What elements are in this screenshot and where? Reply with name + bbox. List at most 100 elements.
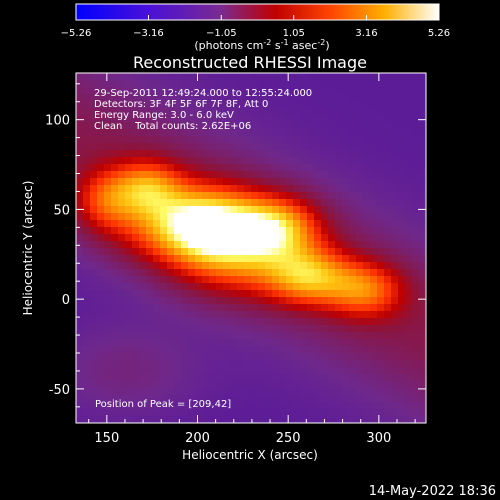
heatmap xyxy=(76,73,426,423)
heatmap-cell xyxy=(286,108,294,116)
heatmap-cell xyxy=(412,115,420,123)
heatmap-cell xyxy=(83,318,91,326)
heatmap-cell xyxy=(384,290,392,298)
heatmap-cell xyxy=(272,234,280,242)
heatmap-cell xyxy=(300,318,308,326)
heatmap-cell xyxy=(286,374,294,382)
y-tick-label: -50 xyxy=(49,383,70,398)
heatmap-cell xyxy=(398,402,406,410)
heatmap-cell xyxy=(216,269,224,277)
heatmap-cell xyxy=(97,367,105,375)
heatmap-cell xyxy=(419,157,426,165)
heatmap-cell xyxy=(398,171,406,179)
heatmap-cell xyxy=(181,353,189,361)
heatmap-cell xyxy=(335,416,343,423)
heatmap-cell xyxy=(237,409,245,417)
heatmap-cell xyxy=(251,171,259,179)
heatmap-cell xyxy=(405,192,413,200)
heatmap-cell xyxy=(384,94,392,102)
heatmap-cell xyxy=(258,150,266,158)
colorbar: −5.26 −3.16 −1.05 1.05 3.16 5.26 (photons cm-… xyxy=(61,3,450,52)
heatmap-cell xyxy=(104,339,112,347)
heatmap-cell xyxy=(188,290,196,298)
heatmap-cell xyxy=(195,395,203,403)
heatmap-cell xyxy=(230,157,238,165)
heatmap-cell xyxy=(377,115,385,123)
heatmap-cell xyxy=(384,346,392,354)
heatmap-cell xyxy=(139,101,147,109)
heatmap-cell xyxy=(237,304,245,312)
heatmap-cell xyxy=(167,304,175,312)
heatmap-cell xyxy=(83,73,91,81)
heatmap-cell xyxy=(377,80,385,88)
heatmap-cell xyxy=(167,290,175,298)
heatmap-cell xyxy=(349,150,357,158)
heatmap-cell xyxy=(342,129,350,137)
heatmap-cell xyxy=(153,339,161,347)
heatmap-cell xyxy=(125,409,133,417)
heatmap-cell xyxy=(90,171,98,179)
heatmap-cell xyxy=(391,122,399,130)
heatmap-cell xyxy=(181,311,189,319)
heatmap-cell xyxy=(153,150,161,158)
heatmap-cell xyxy=(118,311,126,319)
heatmap-cell xyxy=(118,381,126,389)
heatmap-cell xyxy=(223,234,231,242)
heatmap-cell xyxy=(265,185,273,193)
heatmap-cell xyxy=(377,269,385,277)
heatmap-cell xyxy=(412,87,420,95)
heatmap-cell xyxy=(125,171,133,179)
heatmap-cell xyxy=(90,213,98,221)
heatmap-cell xyxy=(237,248,245,256)
heatmap-cell xyxy=(258,262,266,270)
heatmap-cell xyxy=(356,332,364,340)
heatmap-cell xyxy=(279,108,287,116)
heatmap-cell xyxy=(181,367,189,375)
heatmap-cell xyxy=(244,227,252,235)
heatmap-cell xyxy=(237,136,245,144)
heatmap-cell xyxy=(174,80,182,88)
heatmap-cell xyxy=(188,241,196,249)
heatmap-cell xyxy=(83,374,91,382)
heatmap-cell xyxy=(321,101,329,109)
heatmap-cell xyxy=(132,136,140,144)
heatmap-cell xyxy=(321,80,329,88)
heatmap-cell xyxy=(412,416,420,423)
heatmap-cell xyxy=(160,416,168,423)
heatmap-cell xyxy=(111,367,119,375)
heatmap-cell xyxy=(181,325,189,333)
heatmap-cell xyxy=(223,318,231,326)
heatmap-cell xyxy=(104,248,112,256)
heatmap-cell xyxy=(377,388,385,396)
heatmap-cell xyxy=(237,241,245,249)
heatmap-cell xyxy=(111,304,119,312)
heatmap-cell xyxy=(76,227,84,235)
heatmap-cell xyxy=(391,339,399,347)
heatmap-cell xyxy=(419,122,426,130)
heatmap-cell xyxy=(132,283,140,291)
heatmap-cell xyxy=(251,395,259,403)
heatmap-cell xyxy=(153,262,161,270)
heatmap-cell xyxy=(153,346,161,354)
heatmap-cell xyxy=(363,290,371,298)
heatmap-cell xyxy=(244,199,252,207)
heatmap-cell xyxy=(398,80,406,88)
heatmap-cell xyxy=(272,185,280,193)
heatmap-cell xyxy=(419,290,426,298)
y-axis-label: Heliocentric Y (arcsec) xyxy=(21,181,35,316)
heatmap-cell xyxy=(258,276,266,284)
heatmap-cell xyxy=(314,311,322,319)
heatmap-cell xyxy=(251,101,259,109)
heatmap-cell xyxy=(363,241,371,249)
heatmap-cell xyxy=(272,416,280,423)
heatmap-cell xyxy=(181,94,189,102)
heatmap-cell xyxy=(223,241,231,249)
heatmap-cell xyxy=(300,395,308,403)
heatmap-cell xyxy=(272,241,280,249)
heatmap-cell xyxy=(111,248,119,256)
heatmap-cell xyxy=(202,178,210,186)
heatmap-cell xyxy=(300,157,308,165)
heatmap-cell xyxy=(111,129,119,137)
heatmap-cell xyxy=(251,87,259,95)
heatmap-cell xyxy=(160,255,168,263)
